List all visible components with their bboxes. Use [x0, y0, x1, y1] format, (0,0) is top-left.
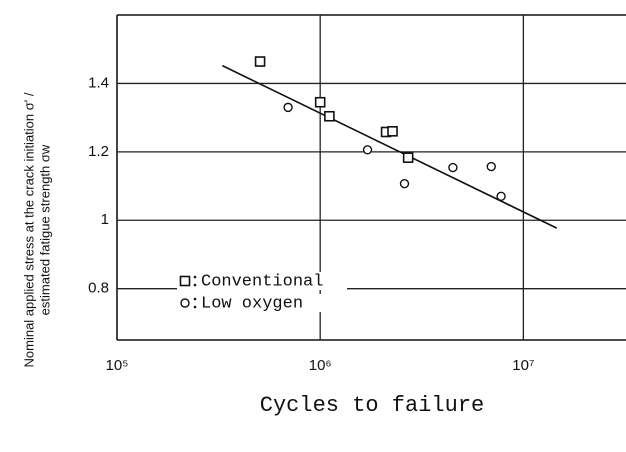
x-axis-label: Cycles to failure	[260, 393, 484, 418]
point	[283, 102, 293, 113]
legend-label: Low oxygen	[201, 294, 303, 313]
legend-bg	[177, 272, 347, 290]
x-tick-label: 10⁷	[512, 357, 534, 374]
legend-colon	[193, 283, 197, 287]
y-tick-label: 1	[101, 211, 109, 228]
point	[362, 145, 373, 155]
y-axis-label-line: Nominal applied stress at the crack init…	[21, 92, 36, 367]
y-tick-label: 1.4	[88, 74, 109, 91]
point	[314, 96, 326, 108]
legend-bg	[177, 294, 347, 312]
point	[387, 126, 398, 137]
legend-marker	[180, 298, 190, 308]
y-tick-label: 1.2	[88, 143, 109, 160]
point	[486, 161, 496, 172]
trend-line	[222, 64, 558, 229]
point	[496, 191, 506, 202]
legend-colon	[193, 305, 197, 309]
legend-colon	[193, 275, 197, 279]
point	[448, 162, 458, 173]
point	[399, 178, 410, 189]
x-tick-label: 10⁶	[309, 357, 332, 374]
x-tick-label: 10⁵	[106, 357, 129, 374]
legend-label: Conventional	[201, 272, 323, 291]
point	[324, 110, 335, 122]
y-axis-label: Nominal applied stress at the crack init…	[21, 92, 52, 367]
legend-colon	[193, 297, 197, 301]
y-tick-label: 0.8	[88, 280, 109, 297]
point	[254, 56, 266, 67]
point	[402, 152, 414, 163]
legend-marker	[179, 275, 191, 287]
y-axis-label-line: estimated fatigue strength σw	[37, 144, 52, 315]
